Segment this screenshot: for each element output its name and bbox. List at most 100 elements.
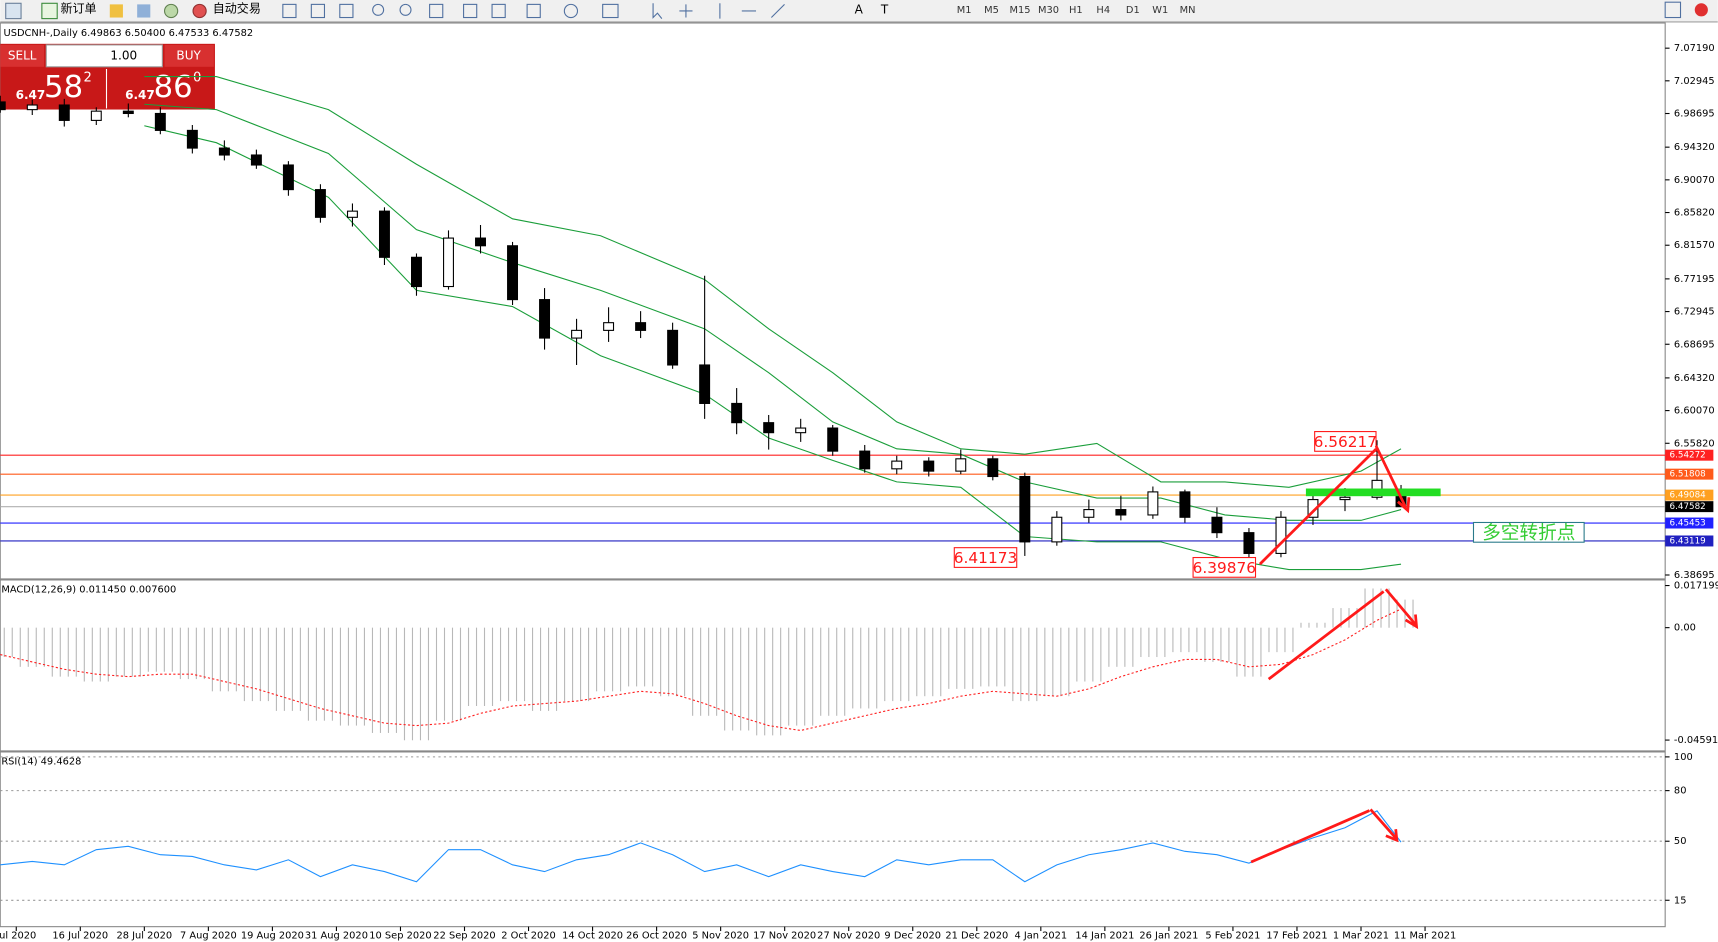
x-tick-label: 22 Sep 2020 [433,930,495,941]
timeframe-button[interactable]: M30 [1038,5,1059,16]
macd-bar [371,627,374,733]
macd-bar [980,627,982,687]
macd-bar [1180,627,1182,653]
macd-bar [1076,627,1078,682]
macd-bar [1052,627,1054,697]
macd-bar [700,627,702,716]
candle-body [154,112,166,131]
candle-body [346,210,358,218]
candle-body [539,299,551,339]
candle-body [1115,509,1127,516]
candle-body [795,427,807,434]
macd-bar [588,627,590,702]
search-icon[interactable] [1664,1,1682,19]
label-tool[interactable]: T [880,2,889,16]
macd-bar [1220,627,1222,662]
candle-body [1243,532,1255,554]
x-tick-label: 16 Jul 2020 [52,930,108,941]
timeframe-button[interactable]: MN [1180,5,1196,16]
macd-bar [1236,627,1238,677]
signal-line [0,608,1402,732]
timeframe-button[interactable]: M1 [957,5,972,16]
lots-input[interactable] [45,44,163,68]
drawings [1250,445,1441,864]
y-tick-label: 100 [1674,752,1693,763]
timeframe-button[interactable]: M5 [984,5,999,16]
macd-bar [83,627,85,682]
macd-bar [211,627,213,692]
y-tick-label: 6.94320 [1674,142,1715,153]
macd-bar [1300,622,1302,628]
auto-trading-button[interactable]: 自动交易 [213,0,261,15]
macd-bar [684,627,686,697]
candle-body [1051,516,1063,543]
text-tool[interactable]: A [855,2,864,16]
macd-bar [1116,627,1118,667]
buy-label[interactable]: BUY [176,48,201,62]
macd-bar [339,627,341,726]
timeframe-button[interactable]: W1 [1152,5,1168,16]
price-level-label: 6.43119 [1670,536,1706,546]
y-tick-label: -0.045919 [1674,735,1718,746]
macd-bar [179,627,181,680]
macd-bar [171,627,173,672]
annotation-box [1192,556,1257,578]
timeframe-button[interactable]: H1 [1069,5,1083,16]
macd-bar [1356,608,1358,628]
macd-bar [107,627,109,682]
x-tick-label: 17 Nov 2020 [753,930,816,941]
macd-bar [580,627,582,702]
macd-bar [387,627,390,733]
x-tick-label: 14 Oct 2020 [562,930,623,941]
macd-bar [1036,627,1038,702]
price-level-tag [1665,501,1714,513]
buy-price-point: 0 [193,70,201,85]
price-level-label: 6.49084 [1670,491,1707,501]
macd-bar [323,627,325,721]
y-tick-label: 6.38695 [1674,570,1715,581]
candle-body [635,322,647,331]
candle-body [1083,509,1095,518]
sell-price-point: 2 [83,70,91,85]
macd-bar [652,627,654,687]
x-tick-label: Jul 2020 [0,930,36,941]
icon[interactable] [192,3,207,19]
icon[interactable] [41,2,58,20]
macd-bar [555,627,558,711]
macd-bar [932,627,934,697]
macd-bar [636,627,638,687]
macd-bar [892,627,894,702]
macd-bar [379,627,382,733]
macd-bar [1140,627,1142,658]
timeframe-button[interactable]: H4 [1096,5,1110,16]
sell-label[interactable]: SELL [8,48,37,62]
icon[interactable] [137,4,151,18]
annotation-box [1472,521,1585,543]
sell-button[interactable] [0,44,45,67]
buy-button[interactable] [164,44,214,67]
y-tick-label: 6.55820 [1674,438,1715,449]
y-tick-label: 6.90070 [1674,175,1715,186]
candle-body [507,245,519,301]
macd-bar [924,627,926,697]
icon[interactable] [164,3,179,19]
timeframe-button[interactable]: M15 [1010,5,1031,16]
macd-bar [115,627,117,677]
icon[interactable] [5,2,22,20]
macd-bar [972,627,974,689]
timeframe-button[interactable]: D1 [1126,5,1140,16]
lots-value[interactable]: 1.00 [110,48,137,62]
macd-bar [940,627,942,697]
macd-bar [620,627,622,692]
new-order-button[interactable]: 新订单 [60,0,96,15]
candle-body [955,458,967,472]
icon[interactable] [109,4,123,18]
bollinger-upper [144,76,1402,488]
notification-icon[interactable] [1694,3,1708,17]
x-tick-label: 28 Jul 2020 [116,930,172,941]
macd-bar [1412,599,1414,628]
macd-title: MACD(12,26,9) 0.011450 0.007600 [1,584,176,595]
macd-bar [876,627,878,709]
macd-bar [219,627,221,692]
candle-body [1339,496,1351,501]
